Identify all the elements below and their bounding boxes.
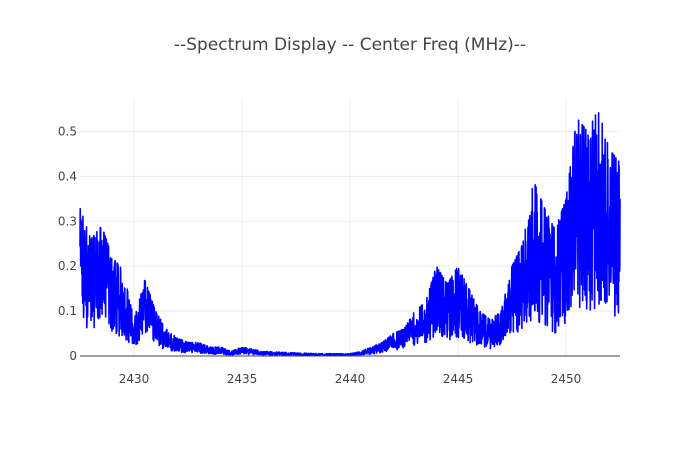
x-tick-label: 2440 (335, 372, 366, 386)
y-tick-label: 0.5 (58, 124, 77, 138)
x-tick-label: 2430 (119, 372, 150, 386)
y-tick-label: 0 (69, 349, 77, 363)
y-tick-label: 0.4 (58, 169, 77, 183)
series-layer (79, 112, 621, 357)
y-tick-label: 0.2 (58, 259, 77, 273)
axis-layer: 2430 2435 2440 2445 2450 0 0.1 0.2 0.3 0.4 0.5 (58, 124, 620, 386)
x-tick-label: 2450 (551, 372, 582, 386)
x-tick-label: 2435 (227, 372, 258, 386)
y-tick-label: 0.1 (58, 304, 77, 318)
x-tick-label: 2445 (443, 372, 474, 386)
y-tick-label: 0.3 (58, 214, 77, 228)
chart-title: --Spectrum Display -- Center Freq (MHz)-… (174, 35, 526, 55)
spectrum-trace (79, 112, 621, 357)
